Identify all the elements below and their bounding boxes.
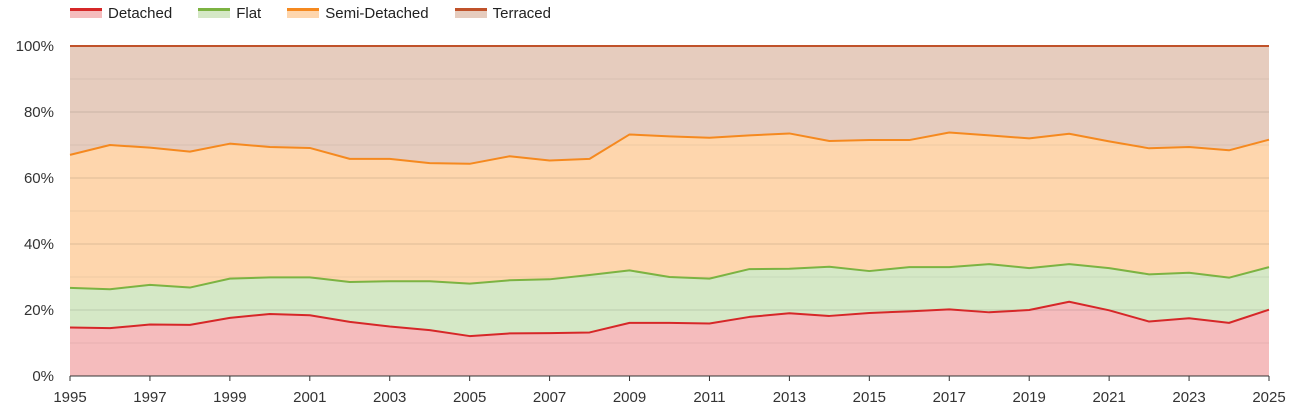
x-tick-label: 1997 (133, 389, 166, 406)
y-tick-label: 60% (24, 170, 54, 187)
legend-label-flat: Flat (236, 4, 262, 22)
legend-item-terraced[interactable]: Terraced (454, 4, 551, 22)
x-tick-label: 2019 (1013, 389, 1046, 406)
axes: 0% 20% 40% 60% 80% 100% 1995 1997 1999 2001 2003 20… (16, 38, 1286, 406)
x-tick-label: 2017 (933, 389, 966, 406)
x-tick-label: 2013 (773, 389, 806, 406)
legend-item-flat[interactable]: Flat (198, 5, 261, 22)
x-tick-label: 2015 (853, 389, 886, 406)
line-detached (69, 300, 1270, 338)
x-tick-label: 2011 (693, 389, 725, 406)
x-tick-label: 2007 (533, 389, 566, 406)
x-tick-label: 2009 (613, 389, 646, 406)
y-tick-label: 100% (16, 38, 54, 55)
x-tick-label: 2021 (1092, 389, 1125, 406)
x-tick-label: 2023 (1172, 389, 1205, 406)
area-detached (70, 301, 1269, 376)
legend-item-detached[interactable]: Detached (70, 5, 172, 22)
legend-label-semi-detached: Semi-Detached (325, 4, 429, 22)
x-tick-label: 2003 (373, 389, 406, 406)
legend-label-terraced: Terraced (492, 4, 551, 22)
line-flat (69, 263, 1270, 291)
x-tick-label: 2005 (453, 389, 486, 406)
x-tick-label: 2001 (293, 389, 326, 406)
legend-swatch-terraced (454, 8, 487, 18)
x-tick-label: 2025 (1252, 389, 1285, 406)
y-tick-label: 0% (32, 368, 54, 385)
area-terraced (70, 46, 1269, 164)
line-semi-detached (69, 131, 1270, 165)
y-tick-label: 80% (24, 104, 54, 121)
legend-item-semi-detached[interactable]: Semi-Detached (287, 4, 429, 22)
x-tick-label: 1999 (213, 389, 246, 406)
legend-label-detached: Detached (108, 4, 173, 22)
y-tick-label: 20% (24, 302, 54, 319)
area-semi-detached (70, 132, 1269, 290)
legend-swatch-detached (70, 8, 102, 18)
series-lines (69, 45, 1270, 338)
legend: Detached Flat Semi-Detached Terraced (70, 3, 577, 23)
legend-swatch-semi-detached (287, 8, 320, 18)
legend-swatch-flat (198, 8, 231, 18)
y-tick-label: 40% (24, 236, 54, 253)
x-tick-label: 1995 (53, 389, 86, 406)
